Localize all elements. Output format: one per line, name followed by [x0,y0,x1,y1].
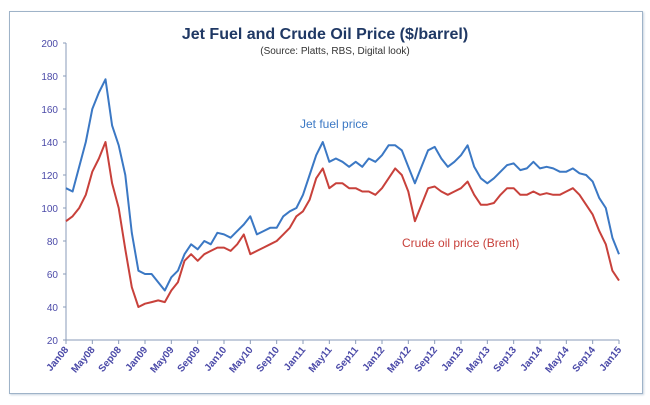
x-tick-label: Jan10 [203,345,230,374]
x-tick-label: Sep10 [255,345,283,375]
x-tick-label: May10 [228,345,256,376]
y-tick-label: 180 [41,72,58,83]
x-tick-label: May11 [307,345,335,375]
x-tick-label: Jan13 [440,345,467,374]
x-tick-label: Sep08 [97,345,125,375]
x-tick-label: May09 [149,345,177,376]
x-tick-label: Sep11 [334,345,361,375]
x-tick-label: May13 [465,345,493,376]
y-tick-label: 80 [47,237,59,248]
x-tick-label: Jan15 [598,345,625,374]
x-tick-label: Sep09 [176,345,204,375]
x-tick-label: Jan11 [282,345,309,374]
chart-subtitle: (Source: Platts, RBS, Digital look) [260,46,410,57]
y-tick-label: 140 [41,138,58,149]
y-tick-label: 120 [41,171,58,182]
jet-fuel-label: Jet fuel price [300,117,368,131]
chart-frame [9,11,643,394]
x-tick-label: Sep13 [492,345,520,375]
jet-fuel-line [65,78,620,292]
x-tick-label: Jan08 [45,345,72,374]
y-tick-label: 40 [47,303,59,314]
x-tick-label: Jan14 [519,345,546,374]
x-tick-label: May12 [386,345,414,376]
y-tick-label: 60 [47,270,59,281]
y-tick-label: 160 [41,105,58,116]
x-tick-label: May14 [544,345,572,376]
y-tick-label: 20 [47,336,59,347]
x-tick-label: Jan09 [124,345,151,374]
x-tick-label: May08 [70,345,98,376]
x-tick-label: Jan12 [361,345,388,374]
x-tick-label: Sep14 [571,345,599,375]
crude-oil-label: Crude oil price (Brent) [402,236,519,250]
y-tick-label: 100 [41,204,58,215]
crude-oil-line [65,141,620,308]
y-tick-label: 200 [41,39,58,50]
chart-title: Jet Fuel and Crude Oil Price ($/barrel) [181,26,469,43]
x-tick-label: Sep12 [413,345,441,375]
